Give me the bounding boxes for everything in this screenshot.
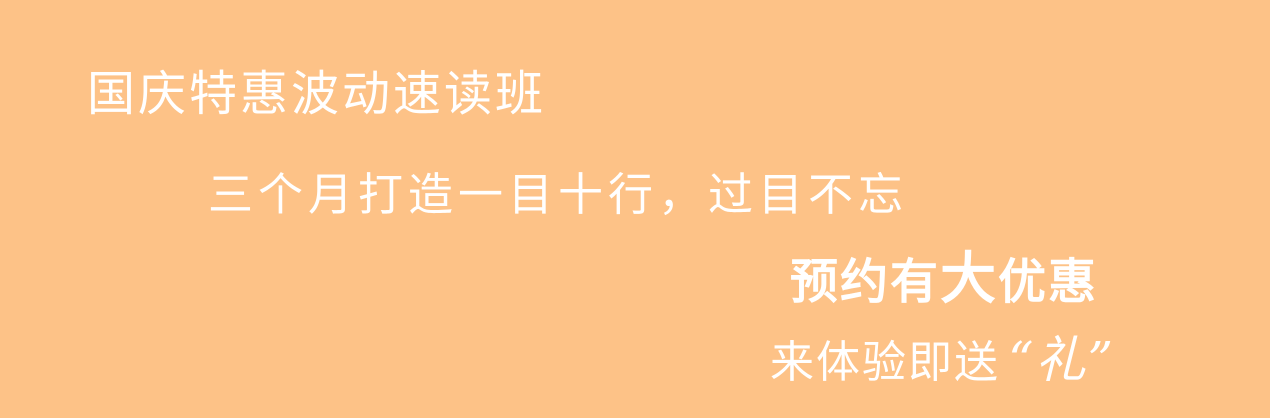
offer-line: 预约有大优惠 [790, 252, 1098, 308]
banner-title: 国庆特惠波动速读班 [87, 66, 547, 122]
offer-big-text: 大 [940, 247, 999, 312]
banner-subtitle: 三个月打造一目十行，过目不忘 [208, 168, 909, 221]
cta-line: 来体验即送 “礼” [770, 335, 1115, 385]
offer-post-text: 优惠 [998, 254, 1099, 310]
offer-pre-text: 预约有 [790, 254, 941, 310]
cta-text: 来体验即送 [770, 337, 1000, 388]
gift-text: “礼” [1008, 331, 1116, 389]
